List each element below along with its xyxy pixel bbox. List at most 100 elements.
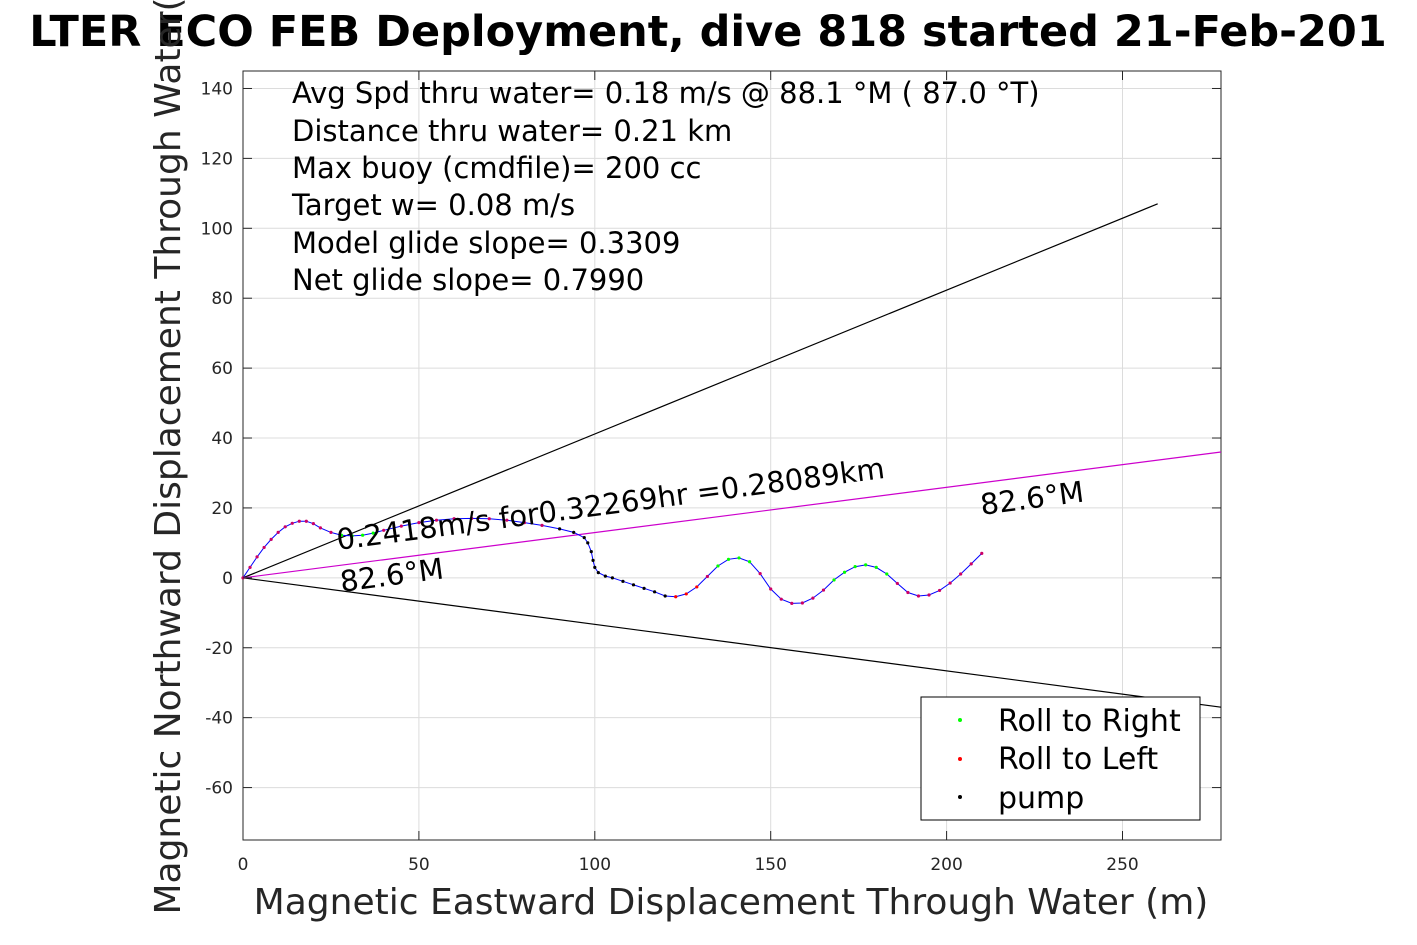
stats-line-net-glide: Net glide slope= 0.7990 — [292, 263, 644, 297]
y-tick-label: -60 — [205, 779, 233, 799]
legend-marker-roll-left — [958, 757, 962, 761]
stats-line-max-buoy: Max buoy (cmdfile)= 200 cc — [292, 151, 701, 185]
track-point — [705, 574, 709, 579]
x-axis-title: Magnetic Eastward Displacement Through W… — [254, 882, 1209, 923]
track-point — [452, 517, 456, 521]
track-point — [558, 527, 562, 531]
track-point — [906, 590, 910, 595]
track-point — [262, 545, 266, 550]
track-point — [631, 583, 636, 587]
track-point — [695, 585, 699, 589]
track-point — [969, 562, 973, 566]
track-point — [832, 578, 836, 582]
track-point — [653, 590, 657, 594]
track-point — [959, 572, 963, 576]
track-point — [716, 564, 720, 568]
track-point — [297, 519, 301, 523]
legend-label-roll-right: Roll to Right — [998, 704, 1181, 739]
y-tick-label: 100 — [201, 219, 233, 239]
track-point — [885, 572, 889, 576]
x-tick-label: 250 — [1106, 855, 1138, 875]
stats-line-speed: Avg Spd thru water= 0.18 m/s @ 88.1 °M (… — [292, 76, 1040, 110]
y-axis-title: Magnetic Northward Displacement Through … — [148, 0, 189, 915]
track-point — [737, 556, 741, 560]
track-point — [417, 521, 421, 525]
legend-marker-pump — [958, 795, 962, 799]
track-point — [874, 565, 878, 569]
track-point — [864, 563, 868, 567]
track-point — [747, 560, 752, 564]
legend: Roll to Right Roll to Left pump — [920, 696, 1201, 821]
track-point — [821, 588, 826, 592]
track-point — [853, 565, 857, 569]
track-line — [242, 517, 983, 604]
track-point — [318, 526, 322, 530]
track-point — [800, 601, 804, 605]
y-tick-label: -20 — [205, 639, 233, 659]
track-point — [276, 530, 280, 535]
x-tick-label: 50 — [408, 855, 430, 875]
stats-text-block: Avg Spd thru water= 0.18 m/s @ 88.1 °M (… — [291, 76, 1040, 297]
track-point — [610, 576, 614, 580]
stats-line-target-w: Target w= 0.08 m/s — [291, 188, 575, 222]
track-point — [522, 521, 527, 525]
track-point — [589, 550, 593, 554]
track-point — [399, 524, 403, 528]
track-point — [361, 533, 365, 537]
track-point — [937, 588, 942, 593]
track-point — [769, 587, 773, 591]
y-tick-label: 80 — [211, 289, 233, 309]
x-tick-label: 0 — [238, 855, 249, 875]
y-tick-label: 60 — [211, 359, 233, 379]
track-point — [382, 528, 386, 532]
track-point — [603, 574, 607, 578]
track-point — [582, 536, 586, 540]
plot-area — [242, 70, 1222, 841]
glider-track — [241, 516, 984, 605]
y-tick-label: -40 — [205, 709, 233, 729]
track-point — [684, 592, 688, 596]
track-point — [248, 565, 252, 569]
track-point — [304, 519, 308, 523]
track-point — [927, 593, 931, 597]
track-point — [842, 570, 847, 574]
y-tick-label: 0 — [222, 569, 233, 589]
legend-marker-roll-right — [958, 718, 962, 722]
track-point — [593, 565, 597, 569]
track-point — [487, 517, 491, 521]
legend-label-pump: pump — [998, 781, 1084, 816]
track-point — [790, 601, 794, 605]
track-point — [350, 534, 354, 538]
stats-line-distance: Distance thru water= 0.21 km — [292, 114, 732, 148]
track-point — [572, 530, 576, 535]
track-point — [591, 558, 595, 562]
legend-label-roll-left: Roll to Left — [998, 742, 1158, 777]
track-point — [540, 523, 544, 528]
track-point — [311, 522, 315, 526]
chart-title: LTER ECO FEB Deployment, dive 818 starte… — [29, 7, 1387, 57]
reference-lines — [242, 203, 1222, 708]
track-point — [621, 579, 625, 583]
y-tick-label: 20 — [211, 499, 233, 519]
track-point — [255, 555, 259, 559]
y-tick-label: 120 — [201, 149, 233, 169]
track-point — [895, 581, 899, 586]
track-point — [916, 594, 921, 598]
track-point — [642, 586, 646, 590]
heading-line — [242, 451, 1222, 579]
track-point — [269, 537, 273, 541]
lower-bound-line — [242, 577, 1222, 708]
track-point — [663, 594, 667, 598]
grid — [242, 71, 1221, 840]
stats-line-model-glide: Model glide slope= 0.3309 — [292, 226, 680, 260]
track-point — [980, 551, 984, 555]
y-tick-label: 40 — [211, 429, 233, 449]
x-tick-label: 200 — [930, 855, 962, 875]
track-point — [811, 596, 815, 600]
track-point — [674, 595, 678, 599]
track-point — [779, 597, 783, 601]
track-point — [586, 541, 590, 545]
track-point — [283, 525, 287, 529]
track-point — [329, 530, 333, 535]
